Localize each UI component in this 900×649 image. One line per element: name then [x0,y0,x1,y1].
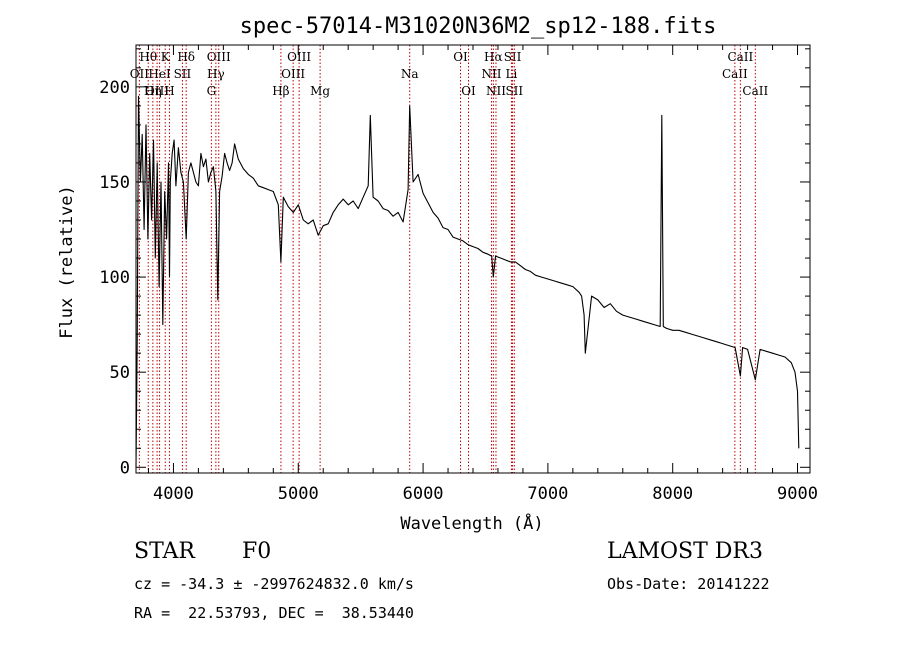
spectral-line-label: Hα [484,50,503,64]
spectral-line-label: K [161,50,171,64]
spectral-line-label: Hβ [272,84,289,98]
spectral-line-label: NII [481,67,501,81]
spectral-line-label: Hδ [177,50,195,64]
spectral-line-label: SII [504,50,522,64]
object-subclass: F0 [242,539,272,564]
spectral-line-label: Hθ [139,50,157,64]
spectral-line-label: Hγ [207,67,225,81]
spectral-line-label: OIII [281,67,305,81]
y-tick-label: 50 [110,363,130,383]
y-tick-label: 150 [99,173,130,193]
y-tick-label: 0 [120,458,130,478]
chart-title: spec-57014-M31020N36M2_sp12-188.fits [240,14,717,39]
spectral-line-label: CaII [727,50,753,64]
x-tick-label: 5000 [278,484,319,504]
survey-name: LAMOST DR3 [607,539,763,564]
spectral-line-label: OIII [145,84,169,98]
plot-area [135,95,800,468]
spectral-line-label: HeI [148,67,171,81]
spectrum-series-0 [135,95,800,468]
redshift-line: cz = -34.3 ± -2997624832.0 km/s [134,575,414,593]
spectral-line-label: SII [174,67,192,81]
spectral-line-label: OI [453,50,468,64]
spectral-line-label: H [164,84,174,98]
spectral-line-label: SII [505,84,523,98]
coordinates: RA = 22.53793, DEC = 38.53440 [134,604,414,622]
x-tick-label: 8000 [652,484,693,504]
x-axis-label: Wavelength (Å) [400,512,543,534]
y-tick-label: 200 [99,78,130,98]
axes: 4000 5000 6000 7000 8000 9000 0 50 100 150 200 [99,44,818,504]
obs-date: Obs-Date: 20141222 [607,575,770,593]
spectral-line-label: Na [401,67,419,81]
spectral-line-label: Li [506,67,518,81]
object-class: STAR [134,539,195,564]
x-tick-label: 4000 [153,484,194,504]
x-tick-label: 6000 [403,484,444,504]
spectral-line-label: CaII [742,84,768,98]
spectral-line-label: G [207,84,217,98]
spectral-line-label: OII [130,67,150,81]
x-tick-label: 7000 [527,484,568,504]
spectral-line-label: OI [461,84,476,98]
plot-frame [135,44,811,474]
x-tick-label: 9000 [777,484,818,504]
spectral-line-label: NII [486,84,506,98]
y-tick-label: 100 [99,268,130,288]
spectral-line-label: CaII [722,67,748,81]
spectral-line-label: OIII [207,50,231,64]
spectral-line-label: Mg [310,84,330,98]
spectral-line-label: OIII [287,50,311,64]
spectral-line-label: Hη [144,84,162,98]
y-axis-label: Flux (relative) [57,185,77,339]
